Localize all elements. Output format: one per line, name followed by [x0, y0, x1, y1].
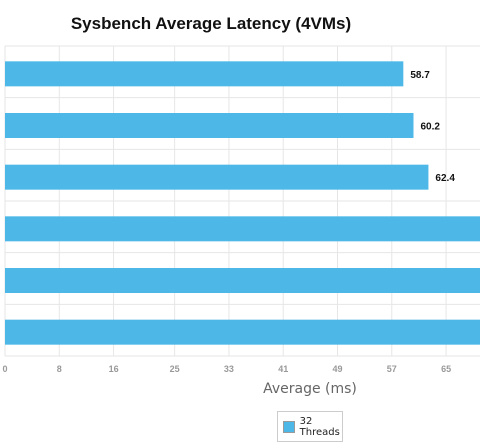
x-tick-label: 16: [109, 364, 119, 374]
legend-swatch: [283, 420, 295, 433]
bar: [5, 113, 414, 138]
x-tick-label: 49: [332, 364, 342, 374]
bar: [5, 164, 429, 190]
data-label: 58.7: [410, 70, 430, 81]
bar: [5, 319, 480, 345]
x-tick-label: 25: [170, 364, 180, 374]
x-tick-label: 0: [2, 364, 7, 374]
x-tick-labels: 0 8 16 25 33 41 49 57 65: [2, 364, 451, 374]
chart-title: Sysbench Average Latency (4VMs): [70, 14, 352, 33]
x-tick-label: 8: [57, 364, 62, 374]
grid-lines: [4, 45, 480, 357]
legend-label: 32 Threads: [300, 416, 342, 438]
x-tick-label: 57: [387, 364, 397, 374]
legend[interactable]: 32 Threads: [277, 411, 343, 442]
data-labels: 58.7 60.2 62.4: [410, 70, 455, 184]
x-tick-label: 41: [278, 364, 288, 374]
x-tick-label: 33: [224, 364, 234, 374]
bar: [5, 216, 480, 242]
data-label: 62.4: [435, 173, 455, 184]
x-tick-label: 65: [441, 364, 451, 374]
legend-label-line-2: Threads: [299, 426, 340, 438]
bar: [5, 268, 480, 293]
legend-label-line-1: 32: [299, 415, 313, 427]
bar: [5, 61, 404, 87]
data-label: 60.2: [421, 122, 441, 133]
bars: [5, 61, 480, 345]
x-axis-label: Average (ms): [263, 381, 357, 397]
